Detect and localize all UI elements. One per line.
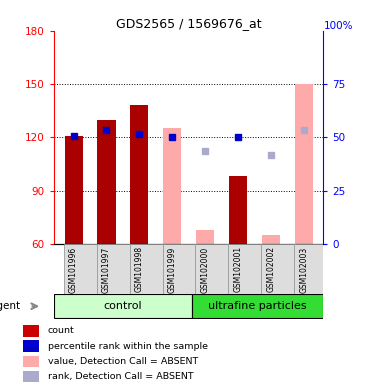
- Bar: [54, 294, 192, 318]
- Bar: [262, 235, 280, 244]
- Text: percentile rank within the sample: percentile rank within the sample: [48, 342, 208, 351]
- Text: ultrafine particles: ultrafine particles: [208, 301, 307, 311]
- Bar: [196, 230, 214, 244]
- Bar: [294, 244, 328, 294]
- Text: GSM102002: GSM102002: [266, 247, 275, 293]
- Text: GSM102000: GSM102000: [201, 247, 209, 293]
- Text: GSM101998: GSM101998: [135, 247, 144, 293]
- Text: GSM102001: GSM102001: [233, 247, 243, 293]
- Bar: [97, 119, 116, 244]
- Text: GSM101996: GSM101996: [69, 247, 78, 293]
- Text: value, Detection Call = ABSENT: value, Detection Call = ABSENT: [48, 357, 198, 366]
- Bar: [192, 294, 323, 318]
- Text: rank, Detection Call = ABSENT: rank, Detection Call = ABSENT: [48, 372, 193, 381]
- Bar: [163, 128, 181, 244]
- Bar: [228, 244, 262, 294]
- Text: GSM101999: GSM101999: [168, 247, 177, 293]
- Bar: [64, 244, 98, 294]
- Text: count: count: [48, 326, 74, 335]
- Title: GDS2565 / 1569676_at: GDS2565 / 1569676_at: [116, 17, 261, 30]
- Bar: [23, 356, 38, 367]
- Bar: [229, 176, 247, 244]
- Bar: [65, 136, 83, 244]
- Bar: [162, 244, 196, 294]
- Bar: [196, 244, 229, 294]
- Bar: [295, 84, 313, 244]
- Bar: [130, 105, 148, 244]
- Bar: [130, 244, 164, 294]
- Bar: [97, 244, 131, 294]
- Text: GSM101997: GSM101997: [102, 247, 111, 293]
- Text: agent: agent: [0, 301, 20, 311]
- Bar: [23, 371, 38, 382]
- Bar: [23, 340, 38, 352]
- Text: control: control: [104, 301, 142, 311]
- Text: GSM102003: GSM102003: [299, 247, 308, 293]
- Bar: [23, 325, 38, 337]
- Text: 100%: 100%: [323, 21, 353, 31]
- Bar: [261, 244, 295, 294]
